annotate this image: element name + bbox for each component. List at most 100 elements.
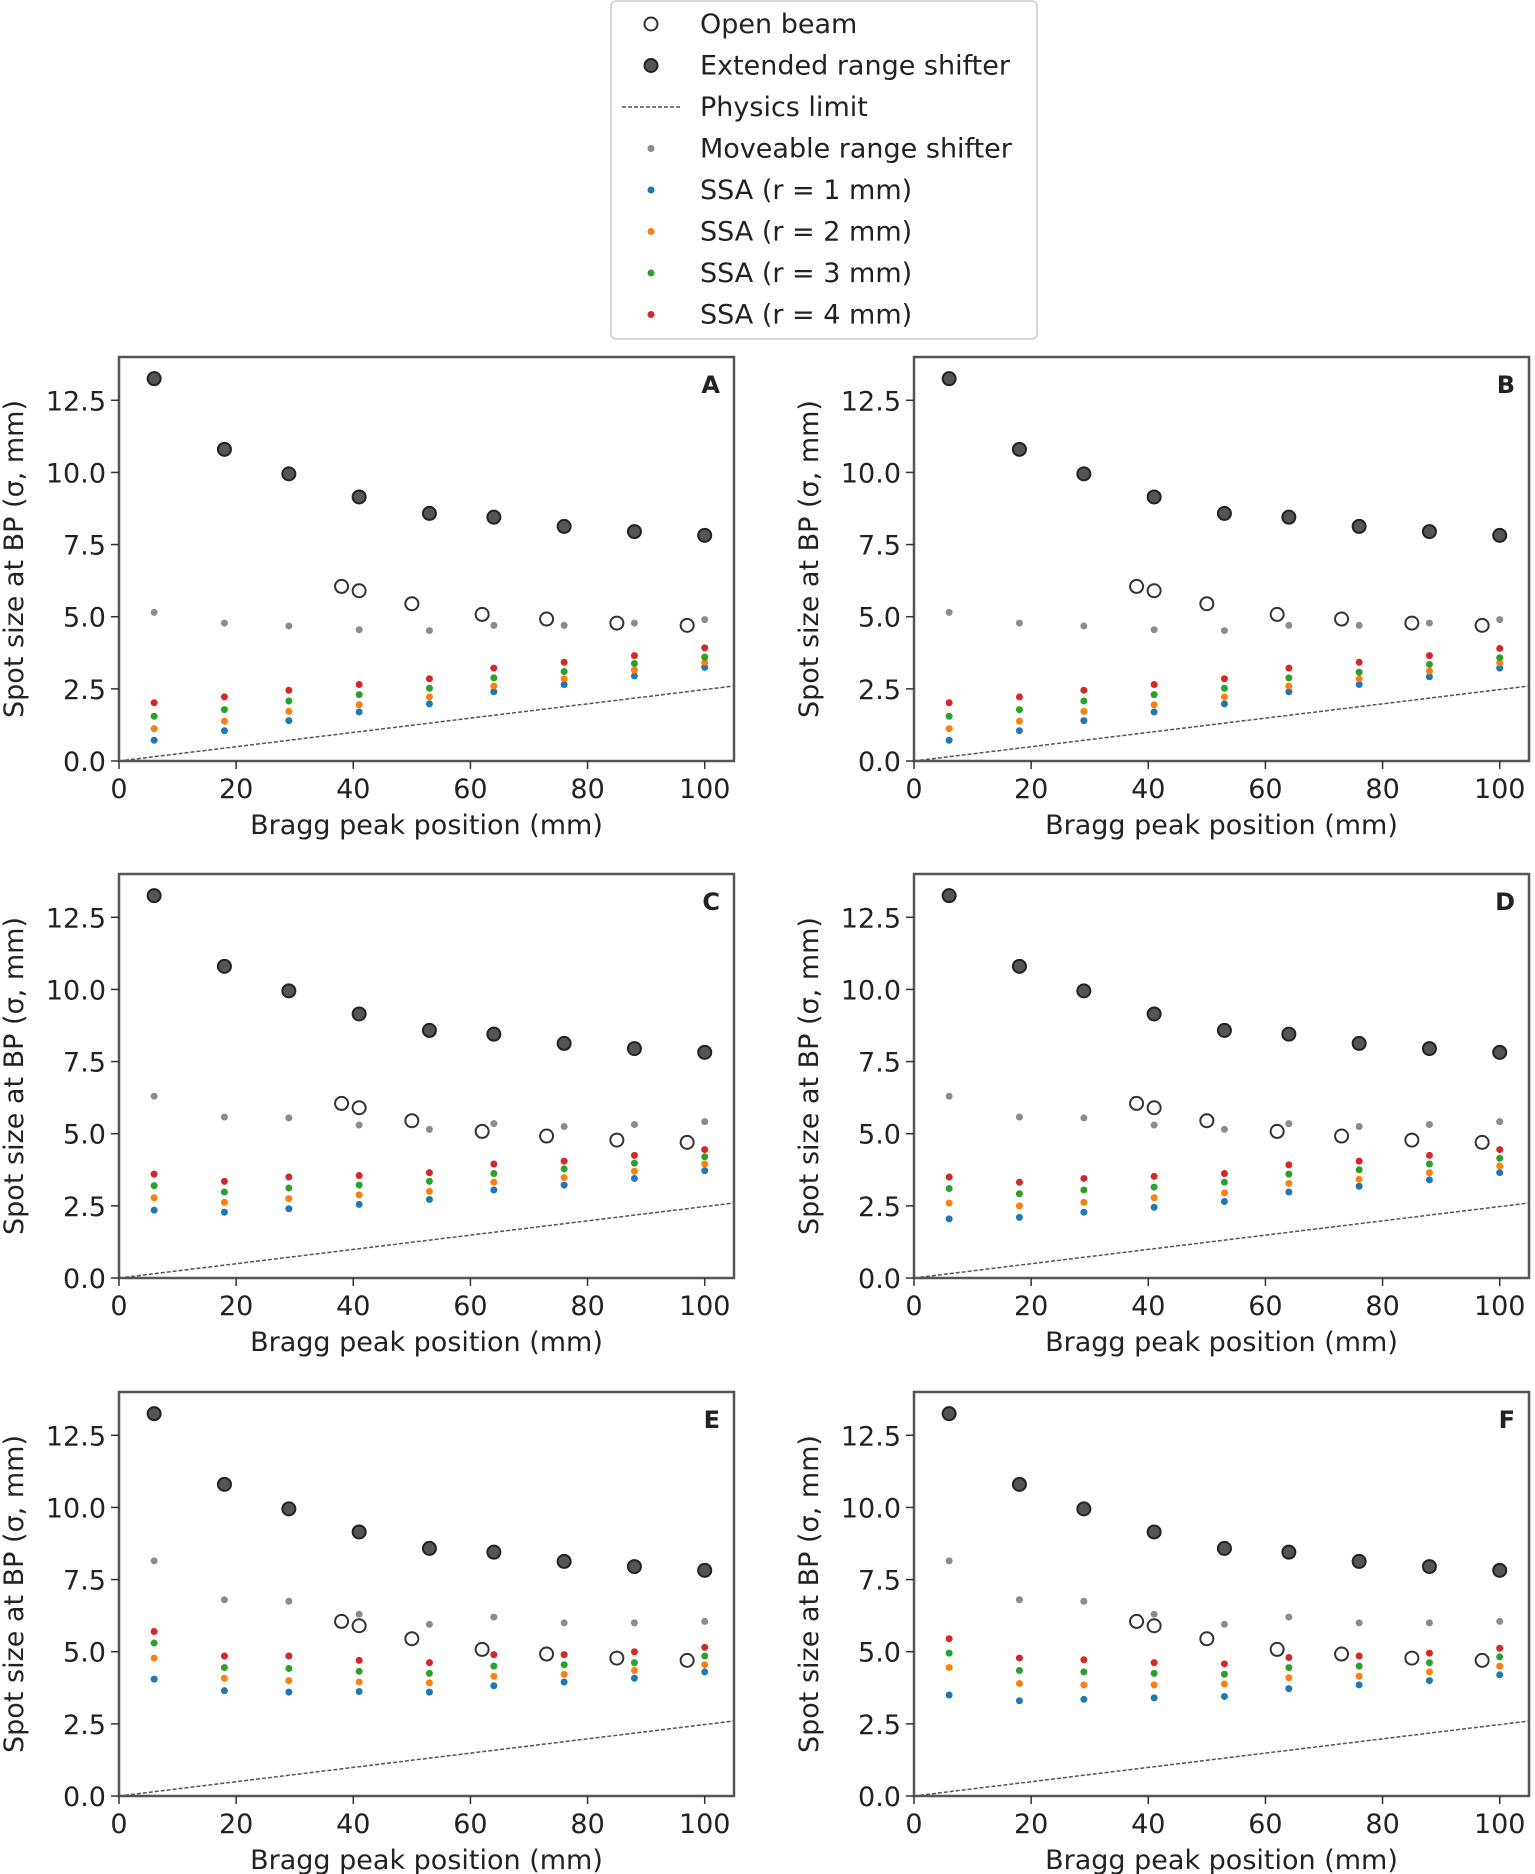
point-open-beam: [1129, 1095, 1145, 1111]
point-extended-range-shifter: [1076, 466, 1092, 482]
x-tick-label: 60: [453, 1291, 487, 1322]
y-tick-label: 2.5: [63, 1710, 106, 1741]
point-ssa-r-3-mm: [1425, 1160, 1433, 1168]
legend-entry-moveable-range-shifter: Moveable range shifter: [647, 134, 1013, 165]
point-ssa-r-2-mm: [425, 693, 433, 701]
panel-label: A: [701, 371, 720, 399]
point-ssa-r-2-mm: [150, 1194, 158, 1202]
point-moveable-range-shifter: [425, 1620, 433, 1628]
point-extended-range-shifter: [1146, 1524, 1162, 1540]
point-ssa-r-4-mm: [1285, 1653, 1293, 1661]
point-moveable-range-shifter: [560, 1619, 568, 1627]
x-tick-label: 0: [110, 1809, 127, 1840]
point-ssa-r-4-mm: [1220, 1660, 1228, 1668]
y-tick-label: 10.0: [841, 1493, 901, 1524]
point-ssa-r-3-mm: [1496, 654, 1504, 662]
point-ssa-r-1-mm: [945, 1215, 953, 1223]
point-ssa-r-4-mm: [630, 1648, 638, 1656]
point-extended-range-shifter: [1281, 509, 1297, 525]
legend-entry-ssa-r-4-mm: SSA (r = 4 mm): [647, 300, 912, 331]
point-ssa-r-1-mm: [355, 1688, 363, 1696]
point-ssa-r-3-mm: [1080, 697, 1088, 705]
point-ssa-r-4-mm: [1285, 664, 1293, 672]
open-circle-icon: [643, 16, 659, 32]
point-ssa-r-3-mm: [285, 697, 293, 705]
legend-label: Physics limit: [700, 92, 868, 123]
point-open-beam: [1269, 606, 1285, 622]
point-ssa-r-4-mm: [1425, 652, 1433, 660]
point-moveable-range-shifter: [285, 622, 293, 630]
point-ssa-r-1-mm: [220, 1687, 228, 1695]
point-extended-range-shifter: [1492, 1562, 1508, 1578]
legend-entry-physics-limit: Physics limit: [622, 92, 868, 123]
point-ssa-r-2-mm: [1355, 1175, 1363, 1183]
point-extended-range-shifter: [281, 1501, 297, 1517]
dot-icon: [647, 311, 655, 318]
point-open-beam: [1404, 1650, 1420, 1666]
point-extended-range-shifter: [1421, 524, 1437, 540]
point-ssa-r-4-mm: [1425, 1151, 1433, 1159]
point-open-beam: [679, 1652, 695, 1668]
point-open-beam: [334, 1095, 350, 1111]
y-tick-label: 7.5: [858, 1048, 901, 1079]
point-ssa-r-2-mm: [1220, 693, 1228, 701]
point-ssa-r-2-mm: [1015, 1679, 1023, 1687]
series-physics-limit-line: [119, 1720, 734, 1796]
point-moveable-range-shifter: [1285, 621, 1293, 629]
point-moveable-range-shifter: [355, 1121, 363, 1129]
y-tick-label: 5.0: [858, 603, 901, 634]
y-tick-label: 5.0: [63, 1638, 106, 1669]
point-ssa-r-1-mm: [425, 700, 433, 708]
point-ssa-r-4-mm: [1496, 644, 1504, 652]
plot-frame: [912, 355, 1531, 763]
x-axis-label: Bragg peak position (mm): [250, 1327, 603, 1358]
point-extended-range-shifter: [556, 518, 572, 534]
point-open-beam: [474, 1641, 490, 1657]
chart-panels: A 0 20 40 60 80 100 0.0 2.5 5.0 7.5 10.0 12.5 Bragg p…: [0, 355, 1531, 1874]
point-ssa-r-3-mm: [220, 706, 228, 714]
point-ssa-r-3-mm: [701, 1153, 709, 1161]
point-ssa-r-3-mm: [1220, 1670, 1228, 1678]
point-moveable-range-shifter: [150, 1557, 158, 1565]
point-ssa-r-2-mm: [1285, 682, 1293, 690]
point-open-beam: [351, 583, 367, 599]
point-ssa-r-4-mm: [425, 675, 433, 683]
point-ssa-r-2-mm: [285, 707, 293, 715]
point-extended-range-shifter: [556, 1553, 572, 1569]
point-open-beam: [1269, 1123, 1285, 1139]
point-moveable-range-shifter: [285, 1114, 293, 1122]
plot-data: [914, 371, 1529, 761]
point-extended-range-shifter: [146, 888, 162, 904]
legend-entry-ssa-r-1-mm: SSA (r = 1 mm): [647, 175, 912, 206]
point-extended-range-shifter: [421, 1540, 437, 1556]
point-ssa-r-4-mm: [1355, 1652, 1363, 1660]
point-open-beam: [351, 1618, 367, 1634]
point-moveable-range-shifter: [1150, 626, 1158, 634]
point-moveable-range-shifter: [560, 1123, 568, 1130]
point-open-beam: [474, 1123, 490, 1139]
point-ssa-r-4-mm: [150, 1628, 158, 1636]
y-tick-label: 0.0: [858, 1264, 901, 1295]
series-physics-limit-line: [119, 685, 734, 761]
x-tick-label: 20: [1014, 1291, 1048, 1322]
point-open-beam: [539, 1128, 555, 1144]
point-ssa-r-2-mm: [701, 658, 709, 666]
point-open-beam: [1146, 1618, 1162, 1634]
point-ssa-r-3-mm: [425, 1669, 433, 1677]
point-ssa-r-1-mm: [701, 663, 709, 671]
point-extended-range-shifter: [146, 371, 162, 387]
point-extended-range-shifter: [1076, 1501, 1092, 1517]
point-ssa-r-1-mm: [490, 1186, 498, 1194]
plot-data: [914, 888, 1529, 1278]
y-axis-label: Spot size at BP (σ, mm): [0, 1435, 30, 1753]
point-ssa-r-3-mm: [1425, 660, 1433, 668]
point-ssa-r-2-mm: [490, 1178, 498, 1186]
point-extended-range-shifter: [941, 371, 957, 387]
point-ssa-r-1-mm: [285, 1205, 293, 1213]
x-tick-label: 0: [905, 774, 922, 805]
point-ssa-r-2-mm: [355, 701, 363, 709]
point-ssa-r-2-mm: [150, 725, 158, 733]
point-ssa-r-1-mm: [1150, 1203, 1158, 1211]
point-extended-range-shifter: [1216, 1022, 1232, 1038]
point-ssa-r-2-mm: [1150, 1681, 1158, 1689]
